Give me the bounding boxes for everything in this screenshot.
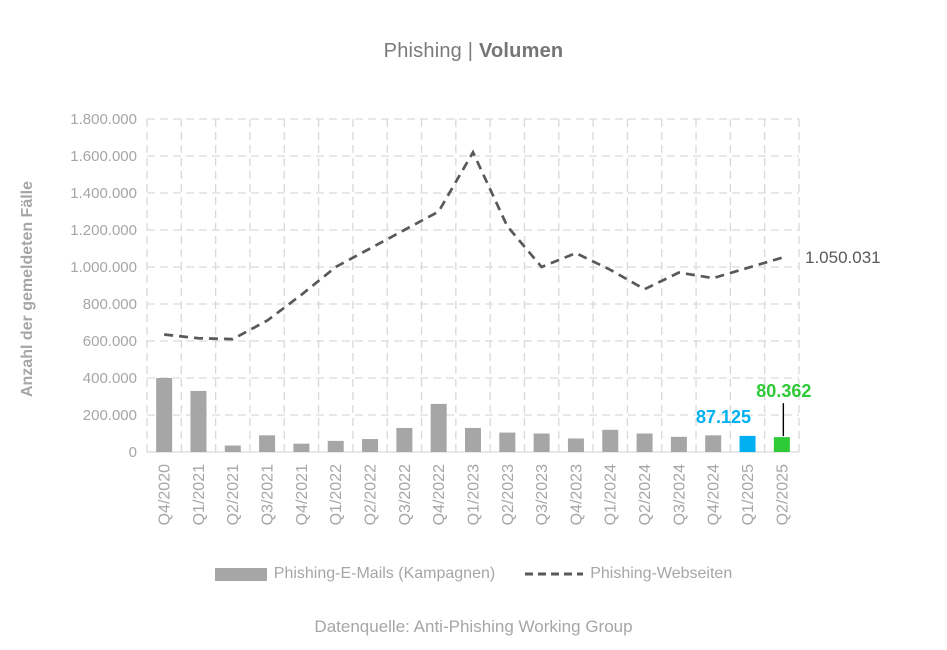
y-tick-label: 1.600.000 [70,148,137,165]
bar-Q3-2023 [533,433,550,452]
dashed-line-swatch-icon [525,572,584,576]
data-label-1050031: 1.050.031 [805,248,881,267]
x-tick-label: Q3/2022 [397,464,414,525]
x-tick-label: Q1/2025 [740,464,757,525]
y-tick-label: 1.400.000 [70,185,137,202]
bar-Q1-2022 [327,440,344,452]
data-label-80362: 80.362 [756,381,811,401]
x-tick-label: Q1/2021 [191,464,208,525]
bar-Q1-2021 [190,390,207,452]
bar-Q2-2023 [499,432,516,452]
chart-title-emphasis: Volumen [478,40,564,62]
y-axis-title: Anzahl der gemeldeten Fälle [19,180,36,398]
x-tick-label: Q3/2024 [671,464,688,525]
legend-label-websites: Phishing-Webseiten [590,565,733,582]
x-tick-label: Q3/2023 [534,464,551,525]
x-tick-label: Q2/2021 [225,464,242,525]
bar-Q1-2024 [602,429,619,452]
x-tick-label: Q4/2024 [706,464,723,525]
x-tick-label: Q1/2024 [603,464,620,525]
bar-swatch-icon [214,567,267,581]
x-tick-label: Q4/2023 [568,464,585,525]
bar-Q2-2022 [362,439,379,452]
bar-Q2-2024 [636,433,653,452]
y-tick-label: 400.000 [83,370,137,387]
y-tick-label: 600.000 [83,333,137,350]
legend-item-websites: Phishing-Webseiten [525,565,732,583]
x-tick-label: Q2/2023 [500,464,517,525]
bar-Q4-2021 [293,443,310,452]
legend-label-emails: Phishing-E-Mails (Kampagnen) [273,565,496,582]
bar-Q3-2022 [396,427,413,452]
x-tick-label: Q1/2022 [328,464,345,525]
chart-title-prefix: Phishing [383,40,462,62]
x-tick-label: Q4/2022 [431,464,448,525]
data-source-note: Datenquelle: Anti-Phishing Working Group [314,617,633,636]
bar-Q4-2022 [430,403,447,452]
x-tick-label: Q2/2022 [362,464,379,525]
legend: Phishing-E-Mails (Kampagnen) Phishing-We… [0,565,947,583]
x-tick-label: Q4/2021 [294,464,311,525]
chart-title-separator: | [467,40,474,62]
y-tick-label: 1.200.000 [70,222,137,239]
y-tick-label: 200.000 [83,407,137,424]
data-label-87125: 87.125 [696,407,751,427]
x-tick-label: Q2/2024 [637,464,654,525]
bar-Q4-2020 [156,378,173,452]
chart-title: Phishing | Volumen [0,40,947,63]
bar-Q1-2025 [739,435,756,452]
legend-item-emails: Phishing-E-Mails (Kampagnen) [214,565,496,583]
y-tick-label: 1.800.000 [70,111,137,128]
bar-Q4-2023 [567,438,584,452]
bar-Q2-2021 [224,445,241,452]
y-tick-label: 1.000.000 [70,259,137,276]
x-tick-label: Q3/2021 [260,464,277,525]
bar-Q1-2023 [465,427,481,452]
line-series-webseiten [164,149,783,341]
bar-Q3-2024 [670,436,687,452]
x-tick-label: Q1/2023 [465,464,482,525]
y-tick-label: 800.000 [83,296,137,313]
bar-Q3-2021 [259,435,276,452]
x-tick-label: Q4/2020 [157,464,174,525]
y-tick-label: 0 [129,444,137,461]
x-tick-label: Q2/2025 [774,464,791,525]
bar-Q4-2024 [705,435,722,452]
bar-Q2-2025 [773,437,790,452]
